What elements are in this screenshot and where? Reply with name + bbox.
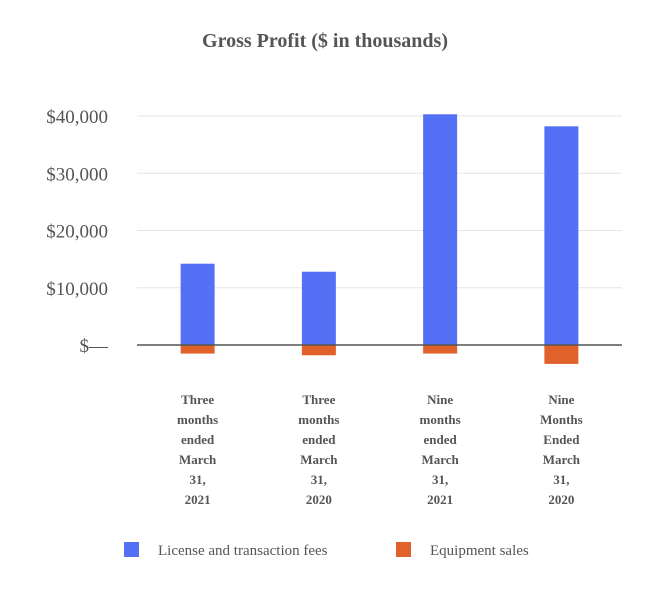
x-tick-label: Nine Months Ended March 31, 2020 [540,392,583,507]
bar-license-fees [423,114,458,345]
bar-equipment-sales [180,345,215,354]
chart-title: Gross Profit ($ in thousands) [202,30,448,52]
legend: License and transaction fees Equipment sa… [124,542,529,559]
x-tick-label: Nine months ended March 31, 2021 [420,392,461,507]
axes: $— $10,000 $20,000 $30,000 $40,000 [46,107,622,357]
y-tick-label: $20,000 [46,222,108,243]
bar-license-fees [180,263,215,345]
legend-label: Equipment sales [430,543,529,559]
bars [180,114,579,364]
bar-license-fees [544,126,579,346]
bar-equipment-sales [301,345,336,356]
y-tick-label: $30,000 [46,164,108,185]
x-tick-label: Three months ended March 31, 2021 [177,392,218,507]
legend-swatch [396,542,411,557]
bar-equipment-sales [544,345,579,364]
legend-label: License and transaction fees [158,543,328,559]
y-tick-label: $10,000 [46,279,108,300]
x-tick-labels: Three months ended March 31, 2021 Three months e… [177,392,583,507]
legend-swatch [124,542,139,557]
y-tick-label: $— [80,336,110,357]
y-tick-label: $40,000 [46,107,108,128]
x-tick-label: Three months ended March 31, 2020 [298,392,339,507]
gridlines [137,115,622,289]
bar-license-fees [301,271,336,345]
bar-equipment-sales [423,345,458,354]
